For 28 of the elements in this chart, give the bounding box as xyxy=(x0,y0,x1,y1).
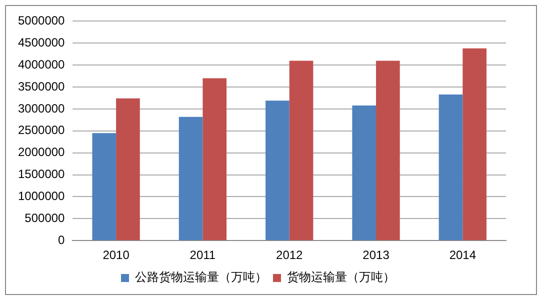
y-tick-label: 3500000 xyxy=(18,79,66,94)
bar xyxy=(92,133,116,240)
x-tick-label: 2010 xyxy=(102,248,130,262)
bar xyxy=(438,94,463,240)
legend-label: 货物运输量（万吨） xyxy=(287,270,395,284)
x-tick-label: 2014 xyxy=(449,248,476,262)
y-tick-label: 2500000 xyxy=(18,123,66,138)
bar xyxy=(376,60,400,240)
y-tick-label: 5000000 xyxy=(18,14,66,28)
y-tick-label: 4000000 xyxy=(18,57,66,72)
x-tick-label: 2013 xyxy=(362,248,390,262)
y-tick-label: 3000000 xyxy=(18,101,66,116)
y-tick-label: 4500000 xyxy=(18,35,66,50)
y-tick-label: 2000000 xyxy=(18,145,66,160)
x-tick-label: 2012 xyxy=(276,248,304,262)
legend-label: 公路货物运输量（万吨） xyxy=(135,270,267,284)
bar xyxy=(462,48,487,240)
y-tick-label: 1500000 xyxy=(18,167,66,182)
y-tick-label: 500000 xyxy=(24,210,66,225)
x-tick-label: 2011 xyxy=(190,248,216,262)
bar xyxy=(289,60,314,240)
y-tick-label: 0 xyxy=(58,232,66,247)
bar xyxy=(202,78,227,240)
bar xyxy=(266,100,290,240)
y-tick-label: 1000000 xyxy=(18,189,66,204)
bar xyxy=(352,105,376,240)
bar xyxy=(178,116,203,240)
bar xyxy=(116,98,140,240)
